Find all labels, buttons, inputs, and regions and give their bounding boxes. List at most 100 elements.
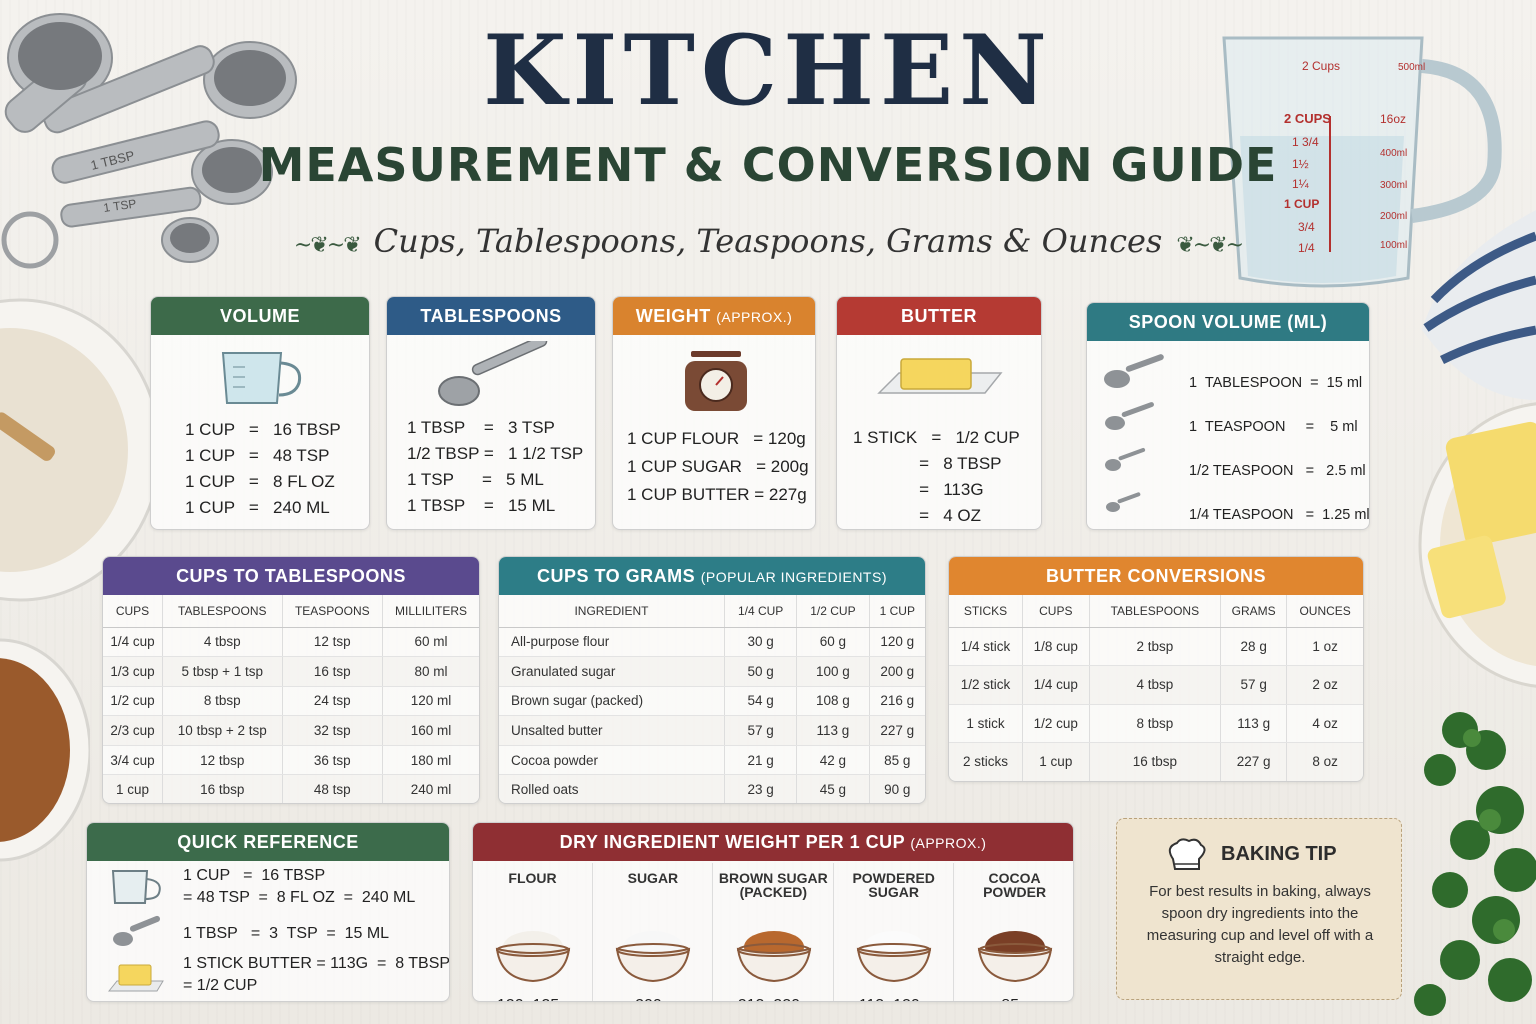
table-cell: 8 oz — [1286, 742, 1363, 781]
table-cell: 32 tsp — [282, 715, 384, 746]
dry-ingredient-item: SUGAR 200g — [593, 863, 714, 1001]
cup-mark-1cup: 1 CUP — [1284, 197, 1319, 211]
table-cell: 1/8 cup — [1022, 627, 1090, 666]
dry-ingredient-title-note: (APPROX.) — [910, 835, 987, 851]
table-row: Cocoa powder 21 g 42 g 85 g — [499, 745, 925, 776]
table-cell: 1/4 cup — [103, 627, 164, 658]
chef-hat-icon — [1168, 838, 1206, 870]
table-cell: 1/4 cup — [1022, 665, 1090, 705]
measuring-spoons-illustration: 1 TBSP 1 TSP — [1, 13, 297, 269]
measuring-cup-icon — [111, 870, 161, 904]
tagline-text: Cups, Tablespoons, Teaspoons, Grams & Ou… — [373, 222, 1163, 260]
volume-lines: 1 CUP = 16 TBSP 1 CUP = 48 TSP 1 CUP = 8 F… — [185, 417, 341, 521]
table-cell: 1 cup — [1022, 742, 1090, 781]
quick-ref-line: = 48 TSP = 8 FL OZ = 240 ML — [183, 889, 416, 906]
table-row: 1 cup 16 tbsp 48 tsp 240 ml — [103, 774, 479, 803]
table-header: TEASPOONS — [282, 595, 384, 628]
table-cell: 200 g — [869, 656, 925, 687]
butter-line: = 8 TBSP — [853, 454, 1002, 473]
cups-to-tablespoons-title: CUPS TO TABLESPOONS — [103, 557, 479, 595]
table-row: Rolled oats 23 g 45 g 90 g — [499, 774, 925, 803]
weight-line: 1 CUP FLOUR = 120g — [627, 429, 806, 448]
spoon-volume-row: 1/2 TEASPOON = 2.5 ml — [1189, 463, 1366, 479]
table-cell: 3/4 cup — [103, 745, 164, 776]
table-cell: 85 g — [869, 745, 925, 776]
dry-ingredient-name: POWDERED SUGAR — [852, 870, 935, 900]
page-tagline: ~❦~❦ Cups, Tablespoons, Teaspoons, Grams … — [0, 222, 1536, 260]
kitchen-scale-icon — [685, 351, 747, 411]
dry-ingredient-header: DRY INGREDIENT WEIGHT PER 1 CUP (APPROX.… — [473, 823, 1073, 861]
ingredient-bowl-icon — [495, 931, 571, 983]
weight-line: 1 CUP BUTTER = 227g — [627, 485, 807, 504]
table-cell: 30 g — [724, 627, 798, 658]
table-row: Brown sugar (packed) 54 g 108 g 216 g — [499, 686, 925, 717]
quick-reference-card: QUICK REFERENCE 1 CUP = 16 TBSP = 48 TSP … — [86, 822, 450, 1002]
tablespoons-line: 1 TBSP = 15 ML — [407, 496, 556, 515]
dry-ingredient-value: 85g — [955, 997, 1073, 1001]
page-title: KITCHEN — [483, 14, 1053, 127]
dry-ingredient-item: COCOA POWDER 85g — [955, 863, 1073, 1001]
butter-title: BUTTER — [837, 297, 1041, 335]
cups-to-grams-title-note: (POPULAR INGREDIENTS) — [700, 569, 887, 585]
table-cell: 42 g — [796, 745, 870, 776]
cups-to-grams-title: CUPS TO GRAMS — [536, 566, 696, 586]
table-cell: 4 tbsp — [162, 627, 283, 658]
table-cell: Brown sugar (packed) — [499, 686, 725, 717]
table-cell: Granulated sugar — [499, 656, 725, 687]
table-header: GRAMS — [1220, 595, 1288, 628]
butter-card: BUTTER 1 STICK = 1/2 CUP = 8 TBSP = 113G… — [836, 296, 1042, 530]
cup-mark-200ml: 200ml — [1380, 211, 1407, 222]
cups-to-tablespoons-table: CUPS TABLESPOONS TEASPOONS MILLILITERS 1… — [103, 595, 479, 803]
table-cell: 2/3 cup — [103, 715, 164, 746]
spoon-volume-row: 1 TABLESPOON = 15 ml — [1189, 375, 1363, 391]
volume-line: 1 CUP = 16 TBSP — [185, 420, 341, 439]
table-cell: 45 g — [796, 774, 870, 803]
table-cell: 1/3 cup — [103, 656, 164, 687]
table-header: 1/2 CUP — [796, 595, 870, 628]
table-cell: 240 ml — [382, 774, 479, 803]
weight-line: 1 CUP SUGAR = 200g — [627, 457, 809, 476]
table-cell: 80 ml — [382, 656, 479, 687]
ingredient-bowl-icon — [857, 931, 932, 983]
table-cell: 1/2 cup — [103, 686, 164, 717]
table-cell: 120 g — [869, 627, 925, 658]
dish-towel-illustration — [1422, 210, 1536, 400]
measuring-cup-icon — [221, 352, 302, 404]
table-header: 1 CUP — [869, 595, 925, 628]
table-row: All-purpose flour 30 g 60 g 120 g — [499, 627, 925, 658]
volume-line: 1 CUP = 48 TSP — [185, 446, 330, 465]
table-row: 1/2 cup 8 tbsp 24 tsp 120 ml — [103, 686, 479, 717]
table-cell: 216 g — [869, 686, 925, 717]
cups-to-tablespoons-card: CUPS TO TABLESPOONS CUPS TABLESPOONS TEA… — [102, 556, 480, 804]
table-cell: 48 tsp — [282, 774, 384, 803]
table-header: INGREDIENT — [499, 595, 725, 628]
butter-plate-illustration — [1418, 402, 1536, 688]
table-cell: 1/2 stick — [949, 665, 1024, 705]
table-cell: 1 stick — [949, 704, 1024, 743]
table-cell: 8 tbsp — [162, 686, 283, 717]
cups-to-grams-header: CUPS TO GRAMS (POPULAR INGREDIENTS) — [499, 557, 925, 595]
table-cell: 113 g — [1220, 704, 1288, 743]
cup-mark-100ml: 100ml — [1380, 240, 1407, 251]
volume-title: VOLUME — [151, 297, 369, 335]
dry-ingredient-title: DRY INGREDIENT WEIGHT PER 1 CUP — [559, 832, 905, 852]
spoon-volume-row: 1/4 TEASPOON = 1.25 ml — [1189, 507, 1370, 523]
spoon-label-tsp: 1 TSP — [102, 196, 137, 214]
table-cell: 21 g — [724, 745, 798, 776]
dry-ingredient-name: BROWN SUGAR (PACKED) — [718, 870, 828, 900]
table-cell: 108 g — [796, 686, 870, 717]
table-cell: 57 g — [1220, 665, 1288, 705]
butter-conversions-title: BUTTER CONVERSIONS — [949, 557, 1363, 595]
table-row: 2/3 cup 10 tbsp + 2 tsp 32 tsp 160 ml — [103, 715, 479, 746]
baking-tip-title: BAKING TIP — [1221, 843, 1337, 865]
table-cell: Unsalted butter — [499, 715, 725, 746]
butter-conversions-table: STICKS CUPS TABLESPOONS GRAMS OUNCES 1/4… — [949, 595, 1363, 781]
spoon-volume-row: 1 TEASPOON = 5 ml — [1189, 419, 1358, 435]
weight-card: WEIGHT (APPROX.) 1 CUP FLOUR = 120g 1 CUP… — [612, 296, 816, 530]
tablespoons-line: 1 TBSP = 3 TSP — [407, 418, 555, 437]
table-cell: 57 g — [724, 715, 798, 746]
quick-ref-line: = 1/2 CUP — [183, 977, 258, 994]
table-header: OUNCES — [1286, 595, 1363, 628]
